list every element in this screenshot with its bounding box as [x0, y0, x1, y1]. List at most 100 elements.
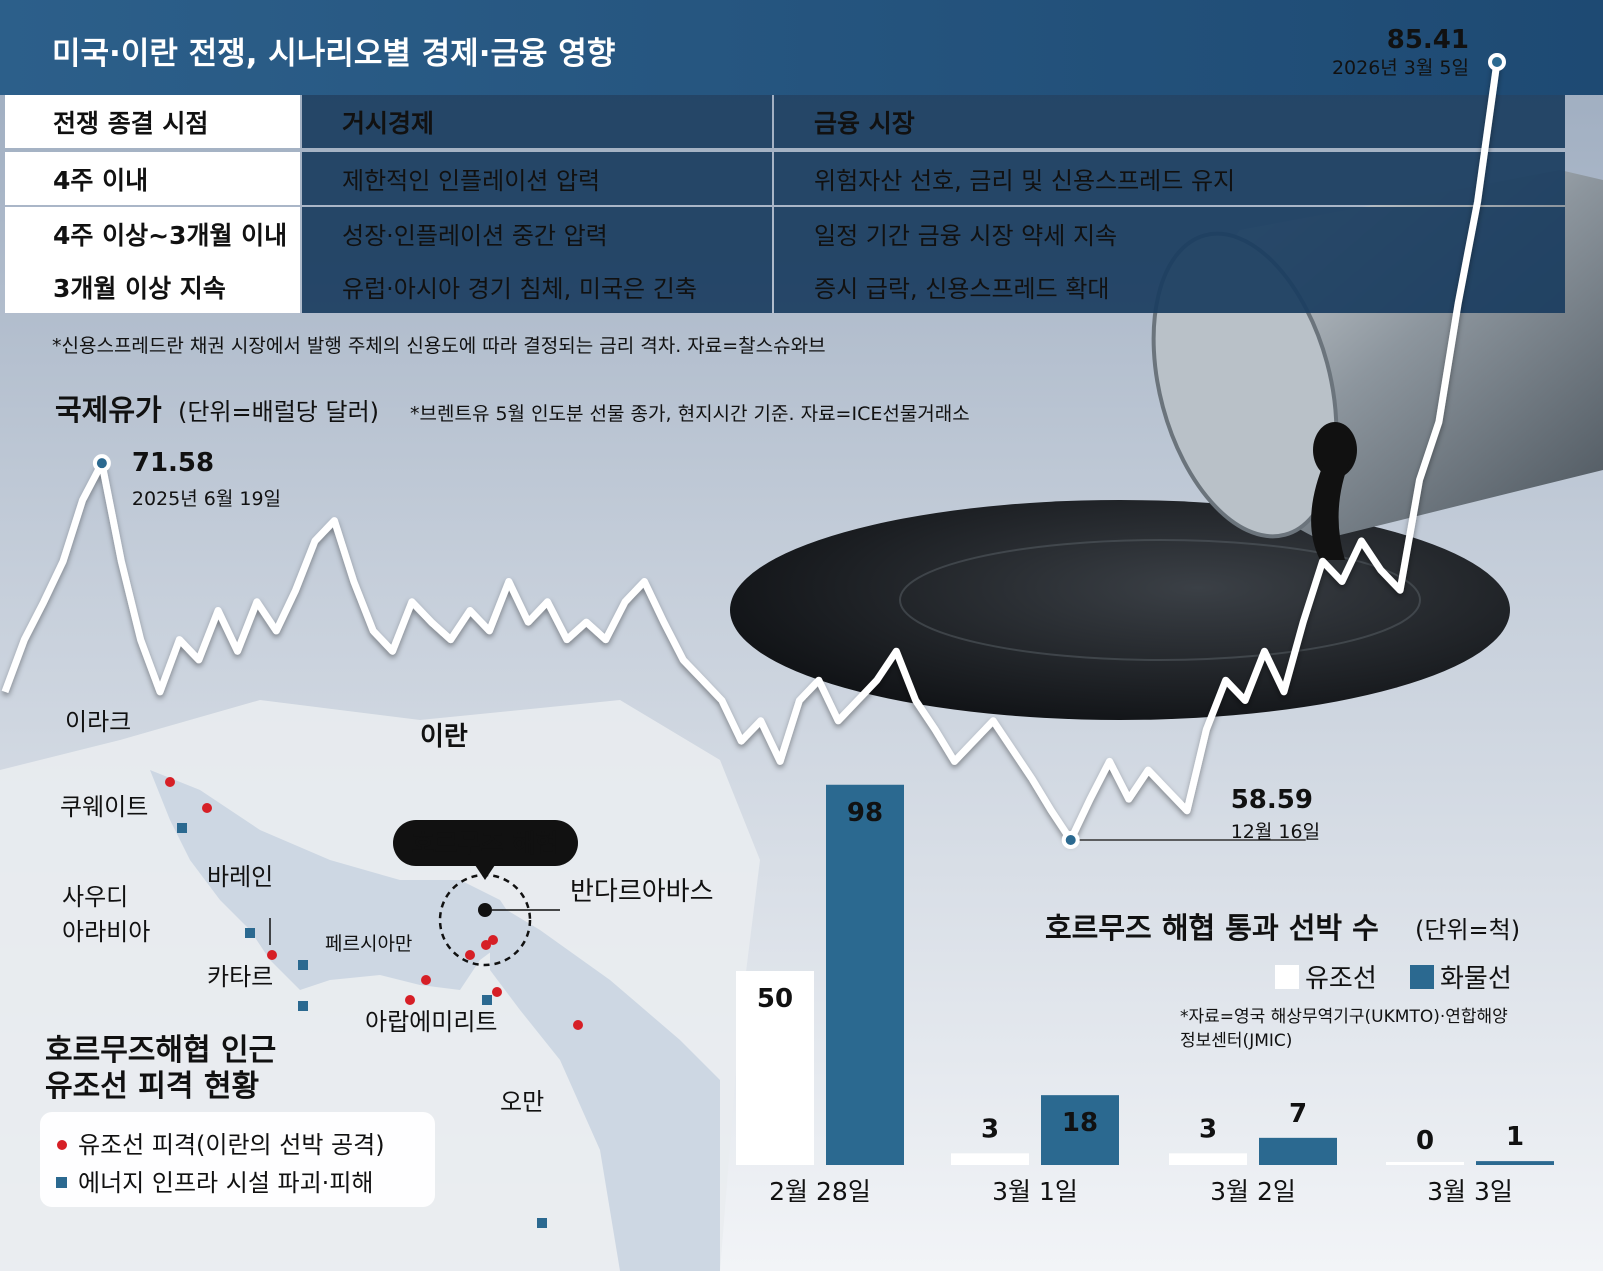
- bar-value: 1: [1506, 1122, 1524, 1152]
- bar: [1259, 1137, 1337, 1165]
- bar-value: 18: [1062, 1108, 1098, 1138]
- table-cell: [302, 260, 772, 313]
- legend-swatch: [1275, 965, 1299, 989]
- persian-gulf: [150, 770, 520, 990]
- annotation-point: [1061, 831, 1080, 849]
- table-text: 일정 기간 금융 시장 약세 지속: [814, 222, 1117, 250]
- table-text: 유럽·아시아 경기 침체, 미국은 긴축: [342, 275, 697, 303]
- table-text: 성장·인플레이션 중간 압력: [342, 222, 608, 250]
- oil-puddle: [730, 500, 1510, 720]
- infra-markers: [177, 823, 547, 1228]
- map-label: 바레인: [207, 863, 273, 891]
- table-cell: [774, 260, 1565, 313]
- oil-chart: 71.58 2025년 6월 19일 58.59 12월 16일 85.412026년 …: [1, 25, 1506, 849]
- bar: [951, 1153, 1029, 1165]
- map-label: 반다르아바스: [570, 877, 714, 907]
- attack-markers: [165, 777, 583, 1030]
- table-header: 거시경제: [342, 109, 434, 138]
- table-cell: [774, 207, 1565, 260]
- legend-swatch: [1410, 965, 1434, 989]
- bandar-dot: [478, 903, 492, 917]
- table-cell: [302, 95, 772, 148]
- legend-label: 화물선: [1440, 964, 1512, 994]
- annotation-date: 12월 16일: [1231, 821, 1320, 843]
- table-header: 금융 시장: [814, 109, 915, 138]
- bar: [1386, 1162, 1464, 1165]
- bar: [736, 971, 814, 1165]
- table-cell: [302, 152, 772, 205]
- oil-line: [1, 61, 1501, 844]
- header-band: [0, 0, 1603, 95]
- bar: [1476, 1161, 1554, 1165]
- bar-value: 7: [1289, 1099, 1307, 1129]
- map-label: 이란: [420, 722, 468, 752]
- annotation-date: 2025년 6월 19일: [132, 488, 281, 510]
- bar-value: 0: [1416, 1126, 1434, 1156]
- map-label: 사우디: [62, 883, 128, 911]
- bar: [1041, 1095, 1119, 1165]
- table-cell: [5, 207, 300, 260]
- oil-ripple: [899, 539, 1421, 661]
- map-label: 이라크: [65, 708, 131, 736]
- gulf-of-oman: [490, 900, 720, 1271]
- legend-dot: [57, 1140, 67, 1150]
- map-label: 오만: [500, 1088, 544, 1116]
- table-text: 제한적인 인플레이션 압력: [342, 167, 600, 195]
- table-cell: [302, 207, 772, 260]
- table-cell: [774, 152, 1565, 205]
- table-text: 위험자산 선호, 금리 및 신용스프레드 유지: [814, 167, 1235, 195]
- oil-note: *브렌트유 5월 인도분 선물 종가, 현지시간 기준. 자료=ICE선물거래소: [410, 403, 970, 425]
- table-note: *신용스프레드란 채권 시장에서 발행 주체의 신용도에 따라 결정되는 금리 …: [52, 335, 826, 357]
- strait-box: [393, 820, 578, 866]
- map-title: 유조선 피격 현황: [45, 1069, 259, 1104]
- legend-square: [56, 1177, 67, 1188]
- bar-value: 3: [1199, 1114, 1217, 1144]
- page-title: 미국·이란 전쟁, 시나리오별 경제·금융 영향: [52, 36, 615, 72]
- oil-title: 국제유가: [55, 393, 162, 427]
- bar-note: *자료=영국 해상무역기구(UKMTO)·연합해양정보센터(JMIC): [1180, 1007, 1508, 1051]
- bar: [826, 784, 904, 1165]
- table-cell: [774, 95, 1565, 148]
- bar-note-box: *자료=영국 해상무역기구(UKMTO)·연합해양정보센터(JMIC): [1180, 1007, 1508, 1051]
- table-cell: [5, 95, 300, 148]
- bar-value: 3: [981, 1114, 999, 1144]
- annotation-date: 2026년 3월 5일: [1332, 57, 1469, 79]
- map-legend-box: [40, 1112, 435, 1207]
- map-label: 아랍에미리트: [365, 1008, 497, 1036]
- category-label: 3월 1일: [992, 1177, 1078, 1206]
- table-header: 전쟁 종결 시점: [53, 109, 208, 138]
- oil-pour: [1311, 460, 1350, 560]
- bar-value: 98: [847, 798, 883, 828]
- map-label: 쿠웨이트: [60, 793, 148, 821]
- table-text: 3개월 이상 지속: [53, 274, 226, 303]
- annotation-value: 58.59: [1231, 785, 1313, 815]
- table-text: 4주 이상~3개월 이내: [53, 221, 287, 250]
- bar: [1169, 1153, 1247, 1165]
- table-text: 4주 이내: [53, 166, 148, 195]
- bar-value: 50: [757, 984, 793, 1014]
- annotation-point: [1488, 53, 1506, 71]
- strait-pointer: [475, 865, 495, 880]
- annotation-value: 85.41: [1387, 25, 1469, 55]
- map-legend-label: 유조선 피격(이란의 선박 공격): [78, 1131, 385, 1159]
- annotation-point: [92, 454, 111, 473]
- category-label: 3월 2일: [1210, 1177, 1296, 1206]
- table: 전쟁 종결 시점 거시경제 금융 시장 4주 이내 제한적인 인플레이션 압력 위험자산 …: [5, 95, 1565, 313]
- oil-unit: (단위=배럴당 달러): [178, 398, 379, 426]
- annotation-value: 71.58: [132, 448, 214, 478]
- map-label: 페르시아만: [325, 933, 412, 955]
- category-label: 3월 3일: [1427, 1177, 1513, 1206]
- map-legend-label: 에너지 인프라 시설 파괴·피해: [78, 1169, 373, 1197]
- table-cell: [5, 152, 300, 205]
- legend-label: 유조선: [1305, 964, 1377, 994]
- table-text: 증시 급락, 신용스프레드 확대: [814, 275, 1109, 303]
- category-label: 2월 28일: [769, 1177, 871, 1206]
- table-cell: [5, 260, 300, 313]
- map-title: 호르무즈해협 인근: [45, 1033, 276, 1068]
- bar-unit: (단위=척): [1415, 916, 1520, 944]
- ship-chart: 호르무즈 해협 통과 선박 수 (단위=척) *자료=영국 해상무역기구(UKMTO…: [736, 784, 1554, 1206]
- map-label: 카타르: [207, 963, 273, 991]
- bar-title: 호르무즈 해협 통과 선박 수: [1045, 911, 1379, 945]
